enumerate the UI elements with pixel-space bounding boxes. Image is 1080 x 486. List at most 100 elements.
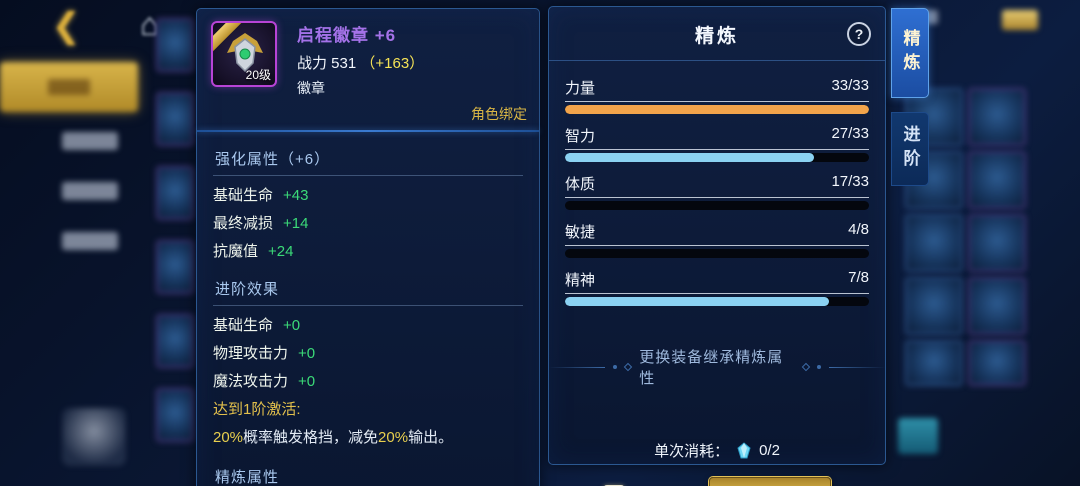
inventory-slot[interactable] xyxy=(968,340,1026,386)
attr-value: +0 xyxy=(298,373,316,390)
ornament xyxy=(549,366,606,368)
attr-value: +43 xyxy=(283,187,309,204)
tab-refine[interactable]: 精炼 xyxy=(891,8,929,98)
attr-label: 最终减损 xyxy=(213,215,274,232)
equipment-list-item[interactable] xyxy=(156,240,194,294)
attr-value: +14 xyxy=(283,215,309,232)
power-bonus: （+163） xyxy=(360,55,425,72)
home-icon[interactable]: ⌂ xyxy=(140,6,160,42)
stat-spirit: 精神 7/8 xyxy=(565,269,869,306)
item-icon[interactable]: 20级 xyxy=(211,21,277,87)
stat-intelligence: 智力 27/33 xyxy=(565,125,869,162)
divider xyxy=(213,175,523,176)
background-button xyxy=(898,418,938,454)
badge-emblem-icon xyxy=(227,33,263,73)
sidebar-item[interactable] xyxy=(62,232,118,250)
attr-row: 抗魔值 +24 xyxy=(213,238,523,266)
stat-value: 4/8 xyxy=(848,221,869,238)
attr-label: 抗魔值 xyxy=(213,243,259,260)
inventory-slot[interactable] xyxy=(968,88,1026,146)
ornament xyxy=(816,365,821,369)
currency-badge xyxy=(1002,10,1038,30)
stat-bar-fill xyxy=(565,153,815,162)
stat-constitution: 体质 17/33 xyxy=(565,173,869,210)
activate-condition: 达到1阶激活: xyxy=(213,401,301,418)
section-title-advance: 进阶效果 xyxy=(215,281,280,298)
attr-row: 最终减损 +14 xyxy=(213,210,523,238)
divider xyxy=(213,305,523,306)
attr-label: 基础生命 xyxy=(213,317,274,334)
stat-label: 力量 xyxy=(565,80,596,97)
stat-bar-fill xyxy=(565,297,830,306)
equipment-list-item[interactable] xyxy=(156,388,194,442)
gem-icon xyxy=(737,441,751,458)
inventory-slot[interactable] xyxy=(968,214,1026,272)
inventory-slot[interactable] xyxy=(968,277,1026,335)
attr-label: 物理攻击力 xyxy=(213,345,289,362)
stat-label: 敏捷 xyxy=(565,224,596,241)
cost-value: 0/2 xyxy=(759,442,780,459)
attr-label: 基础生命 xyxy=(213,187,274,204)
quick-refine-checkbox-group[interactable]: ✓ 快速精炼 xyxy=(603,484,692,486)
ornament xyxy=(624,362,633,372)
stat-value: 17/33 xyxy=(831,173,869,190)
section-title-enhance: 强化属性（+6） xyxy=(215,151,331,168)
help-icon[interactable]: ? xyxy=(847,22,871,46)
attr-row: 基础生命 +43 xyxy=(213,182,523,210)
cost-row: 单次消耗： 0/2 xyxy=(549,440,885,461)
refine-panel: 精炼 ? 力量 33/33 智力 27/33 体质 17/33 敏捷 4/8 精神 7/8… xyxy=(548,6,886,486)
equipment-list-item[interactable] xyxy=(156,314,194,368)
item-detail-panel: 20级 启程徽章 +6 战力 531 （+163） 徽章 角色绑定 强化属性（+… xyxy=(196,8,540,486)
ornament xyxy=(801,362,810,372)
item-power: 战力 531 （+163） xyxy=(297,52,525,73)
stat-label: 智力 xyxy=(565,128,596,145)
attr-label: 魔法攻击力 xyxy=(213,373,289,390)
stat-bar xyxy=(565,201,869,210)
section-title-refine-attrs: 精炼属性 xyxy=(215,469,280,486)
sidebar-item-label-blur xyxy=(48,79,90,95)
sidebar-item-selected[interactable] xyxy=(0,62,138,112)
item-level: 20级 xyxy=(245,68,271,82)
item-header: 20级 启程徽章 +6 战力 531 （+163） 徽章 xyxy=(197,9,539,102)
stat-value: 33/33 xyxy=(831,77,869,94)
stat-bar xyxy=(565,153,869,162)
stat-bar xyxy=(565,297,869,306)
stat-bar-fill xyxy=(565,105,869,114)
equipment-list-item[interactable] xyxy=(156,18,194,72)
inventory-slot[interactable] xyxy=(905,340,963,386)
inherit-note-row: 更换装备继承精炼属性 xyxy=(549,346,885,388)
advance-effect-text: 20%概率触发格挡，减免20%输出。 xyxy=(213,429,454,446)
stat-value: 7/8 xyxy=(848,269,869,286)
inventory-slot[interactable] xyxy=(905,277,963,335)
panel-title: 精炼 xyxy=(694,26,739,47)
item-name: 启程徽章 +6 xyxy=(297,26,397,45)
attr-row: 物理攻击力 +0 xyxy=(213,340,523,368)
item-type: 徽章 xyxy=(297,80,325,96)
power-value: 战力 531 xyxy=(297,55,357,72)
stat-value: 27/33 xyxy=(831,125,869,142)
sidebar-item[interactable] xyxy=(62,182,118,200)
stat-agility: 敏捷 4/8 xyxy=(565,221,869,258)
stat-bar xyxy=(565,249,869,258)
inventory-slot[interactable] xyxy=(968,151,1026,209)
game-logo xyxy=(62,408,126,466)
cost-label: 单次消耗： xyxy=(654,443,730,460)
attr-value: +0 xyxy=(283,317,301,334)
ornament xyxy=(828,366,885,368)
stat-bar xyxy=(565,105,869,114)
attr-row: 基础生命 +0 xyxy=(213,312,523,340)
attr-value: +0 xyxy=(298,345,316,362)
refine-button[interactable]: 精炼 xyxy=(708,477,831,486)
tab-advance[interactable]: 进阶 xyxy=(891,112,929,186)
attr-value: +24 xyxy=(268,243,294,260)
attr-row: 魔法攻击力 +0 xyxy=(213,368,523,396)
equipment-list-item[interactable] xyxy=(156,92,194,146)
bind-status: 角色绑定 xyxy=(471,106,527,122)
sidebar-item[interactable] xyxy=(62,132,118,150)
ornament xyxy=(613,365,618,369)
back-icon[interactable]: ❮ xyxy=(52,7,81,45)
equipment-list-item[interactable] xyxy=(156,166,194,220)
stat-label: 精神 xyxy=(565,272,596,289)
stat-label: 体质 xyxy=(565,176,596,193)
inventory-slot[interactable] xyxy=(905,214,963,272)
